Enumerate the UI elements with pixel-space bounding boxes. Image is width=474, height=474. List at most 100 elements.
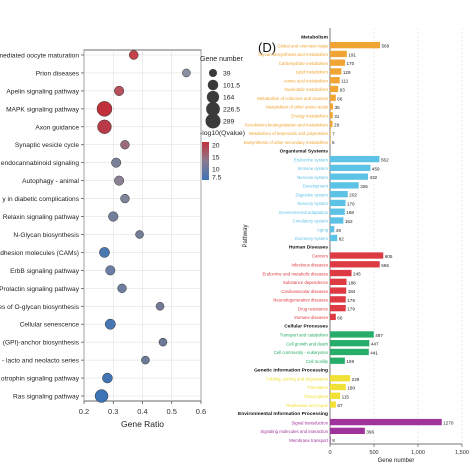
bar-category-label: Cell community - eukaryotes xyxy=(274,350,328,355)
pathway-label: y in diabetic complications xyxy=(2,196,79,203)
bar xyxy=(330,94,336,101)
dot-point xyxy=(120,140,130,150)
bar-category-label: Replication and repair xyxy=(286,403,328,408)
bar xyxy=(330,357,345,364)
bar xyxy=(330,129,331,136)
x-axis-title: Gene Ratio xyxy=(121,419,164,429)
dot-plot-panel: 0.2 0.3 0.4 0.5 0.6 mediated oocyte maturatio… xyxy=(0,49,245,429)
bar xyxy=(330,182,359,189)
bar-chart-panel: (D) 0 500 1,000 1,500 Metabolism Global and ov… xyxy=(238,28,469,464)
dot-point xyxy=(108,211,119,222)
pathway-label: Apelin signaling pathway xyxy=(6,88,79,95)
x-tick-label: 0.4 xyxy=(137,407,147,416)
bar-value-label: 326 xyxy=(360,184,368,189)
bar-category-label: Amino acid metabolism xyxy=(284,78,329,83)
bar xyxy=(330,41,380,49)
size-legend-dot xyxy=(207,79,219,91)
group-header: Metabolism xyxy=(301,34,329,40)
bar-value-label: 170 xyxy=(346,61,354,66)
dot-point xyxy=(111,157,122,168)
size-legend-title: Gene number xyxy=(200,56,243,63)
pathway-label: es of O-glycan biosynthesis xyxy=(0,304,80,311)
pathway-label: Autophagy - animal xyxy=(22,178,79,185)
bar xyxy=(330,226,335,233)
bar xyxy=(330,392,341,399)
bar xyxy=(330,401,336,408)
panel-label: (D) xyxy=(258,40,276,55)
bar-category-label: Transport and catabolism xyxy=(280,333,329,338)
bar-category-label: Glycan biosynthesis and metabolism xyxy=(258,52,328,57)
dot-point xyxy=(182,68,191,78)
size-legend-dot xyxy=(206,102,220,116)
size-legend-dot xyxy=(208,68,218,78)
group-header: Human Diseases xyxy=(289,245,328,251)
bar-category-label: Circulatory system xyxy=(293,219,329,224)
bar xyxy=(330,208,345,215)
bar-value-label: 188 xyxy=(348,280,356,285)
bar-value-label: 605 xyxy=(385,254,393,259)
bar-category-label: Cell growth and death xyxy=(286,341,328,346)
bar-value-label: 31 xyxy=(334,114,340,119)
bar-value-label: 111 xyxy=(341,79,348,84)
bar xyxy=(330,59,345,66)
bar-category-label: Substance dependence xyxy=(283,280,329,285)
pathway-label: N-Glycan biosynthesis xyxy=(13,232,79,239)
bar-category-label: Biosynthesis of other secondary metaboli… xyxy=(244,140,328,145)
bar xyxy=(330,120,333,128)
pathway-label: Prion diseases xyxy=(36,70,80,77)
bar-value-label: 568 xyxy=(381,44,389,49)
bar-category-label: Metabolism of cofactors and vitamins xyxy=(257,96,328,101)
bar xyxy=(330,296,346,303)
bar xyxy=(330,164,371,172)
bar-value-label: 7 xyxy=(332,131,335,136)
color-legend-label: 10 xyxy=(212,167,220,174)
bar xyxy=(330,261,380,268)
bar-value-label: 191 xyxy=(348,52,356,57)
bar xyxy=(330,155,380,163)
dot-point xyxy=(114,175,125,186)
bar-value-label: 115 xyxy=(342,394,350,399)
bar-category-label: Cancers xyxy=(312,254,328,259)
bar-category-label: Development xyxy=(303,184,329,189)
bar xyxy=(330,103,334,110)
bar-value-label: 562 xyxy=(381,158,389,163)
bar-category-label: Xenobiotics biodegradation and metabolis… xyxy=(245,122,329,127)
pathway-label: otrophin signaling pathway xyxy=(1,376,80,383)
pathway-label: Axon guidance xyxy=(35,124,79,131)
bar-value-label: 245 xyxy=(353,272,361,277)
bar-category-label: Metabolism of terpenoids and polyketides xyxy=(249,131,328,136)
bar-value-label: 565 xyxy=(381,263,389,268)
y-axis-title: Pathway xyxy=(243,224,249,247)
bar-value-label: 49 xyxy=(336,228,342,233)
group-header: Organismal Systems xyxy=(280,148,329,154)
dot-point xyxy=(105,265,116,276)
bar xyxy=(330,234,338,242)
bar xyxy=(330,68,342,75)
bar-category-label: Translation xyxy=(307,385,329,390)
bar xyxy=(330,173,369,180)
pathway-label: endocannabinoid signaling xyxy=(1,160,79,167)
pathway-label: Synaptic vesicle cycle xyxy=(15,142,79,149)
bar-category-label: Immune system xyxy=(298,166,329,171)
size-legend-label: 289 xyxy=(223,119,235,126)
dot-point xyxy=(94,389,109,403)
bar-category-label: Metabolism of other amino acids xyxy=(266,105,328,110)
bar xyxy=(330,383,346,391)
bar xyxy=(330,217,344,224)
dot-point xyxy=(104,318,116,330)
bar-value-label: 152 xyxy=(345,219,353,224)
bar-value-label: 66 xyxy=(337,96,343,101)
bar-category-label: Folding, sorting and degradation xyxy=(266,376,328,381)
size-legend-label: 164 xyxy=(223,95,235,102)
bar-category-label: Neurodegenerative diseases xyxy=(273,298,328,303)
bar-category-label: Global and overview maps xyxy=(277,43,328,48)
bar xyxy=(330,287,347,294)
bar-category-label: Cardiovascular diseases xyxy=(281,289,328,294)
bar xyxy=(330,313,336,321)
dot-point xyxy=(120,193,130,204)
dot-point xyxy=(141,355,150,365)
bar xyxy=(330,304,346,312)
bar-category-label: Endocrine and metabolic diseases xyxy=(263,271,328,276)
bar-category-label: Sensory system xyxy=(297,201,328,206)
bar xyxy=(330,418,442,426)
